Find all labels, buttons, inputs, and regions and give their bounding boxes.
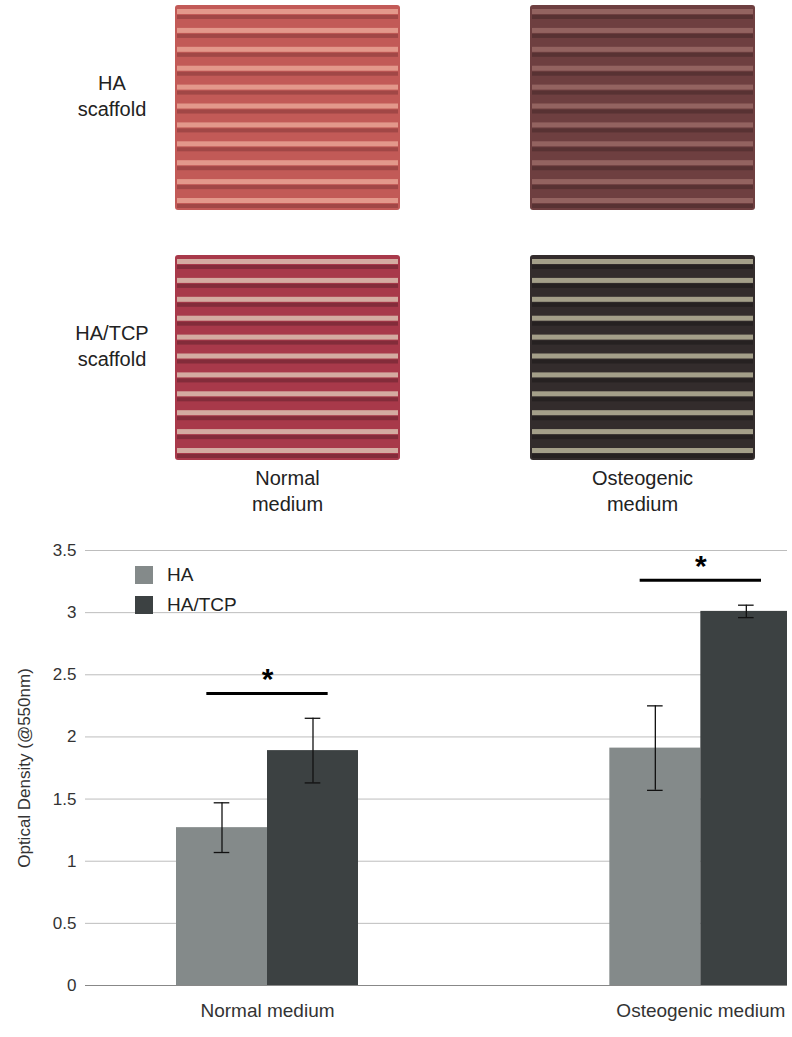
html-text:HA: HA (167, 564, 194, 585)
svg-text:1: 1 (67, 852, 76, 871)
html-text:HA/TCP: HA/TCP (167, 594, 237, 615)
svg-text:2.5: 2.5 (53, 665, 77, 684)
svg-text:*: * (695, 549, 707, 582)
svg-text:Normalmedium: Normalmedium (252, 467, 323, 515)
svg-text:*: * (262, 662, 274, 695)
svg-text:Normal medium: Normal medium (200, 1000, 334, 1021)
svg-text:HAscaffold: HAscaffold (78, 72, 147, 120)
svg-text:3.5: 3.5 (53, 541, 77, 560)
svg-text:Osteogenicmedium: Osteogenicmedium (592, 467, 693, 515)
svg-text:Optical Density (@550nm): Optical Density (@550nm) (15, 668, 34, 868)
svg-text:0: 0 (67, 976, 76, 995)
svg-text:HA/TCPscaffold: HA/TCPscaffold (75, 322, 148, 370)
svg-text:1.5: 1.5 (53, 790, 77, 809)
svg-text:2: 2 (67, 727, 76, 746)
svg-text:3: 3 (67, 603, 76, 622)
svg-text:0.5: 0.5 (53, 914, 77, 933)
svg-text:Osteogenic medium: Osteogenic medium (616, 1000, 785, 1021)
